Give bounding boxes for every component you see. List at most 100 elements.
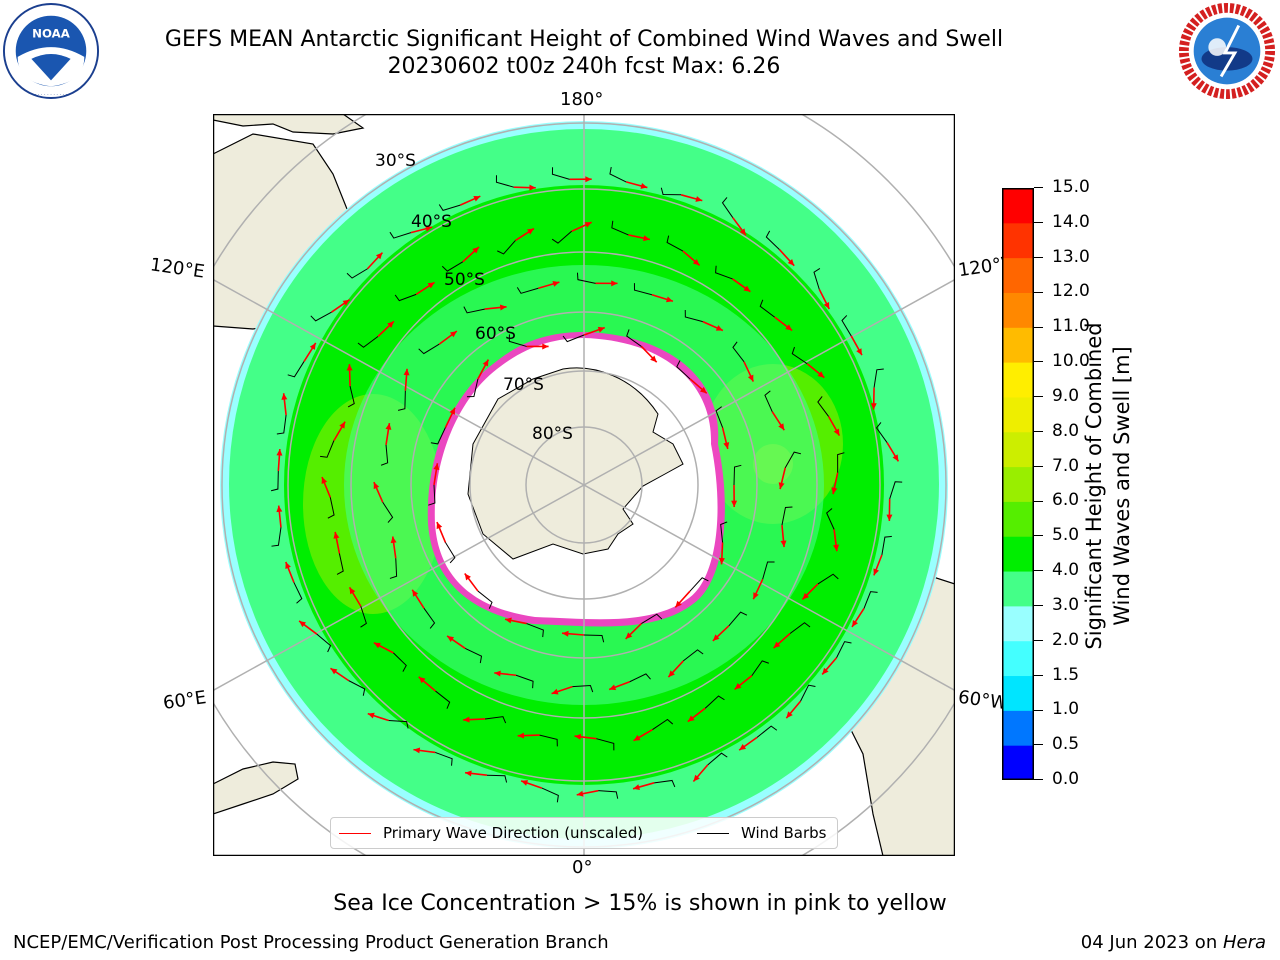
wind-barb xyxy=(508,334,527,347)
wind-barb xyxy=(463,306,485,314)
wind-barb xyxy=(652,718,674,730)
wave-direction-arrowhead xyxy=(822,667,829,675)
wind-barb xyxy=(596,738,615,751)
wave-direction-arrowhead xyxy=(574,733,582,740)
colorbar-tick-mark xyxy=(1034,187,1043,189)
wind-barb xyxy=(541,787,559,803)
wind-barb xyxy=(756,725,778,738)
wind-barb xyxy=(817,396,829,417)
wave-direction-arrowhead xyxy=(611,280,618,287)
wind-barb xyxy=(360,606,367,628)
wave-direction-arrowhead xyxy=(778,482,785,490)
colorbar-tick-label: 2.0 xyxy=(1052,629,1080,650)
legend-red-line xyxy=(339,832,371,834)
wind-barb xyxy=(889,481,903,500)
wind-barb xyxy=(641,613,663,625)
wave-direction-arrowhead xyxy=(285,561,291,569)
colorbar-tick-mark xyxy=(1034,744,1043,746)
wave-direction-arrowhead xyxy=(342,299,350,306)
nws-logo xyxy=(1178,2,1276,100)
wave-direction-arrowhead xyxy=(412,589,419,597)
colorbar-tick-label: 15.0 xyxy=(1052,177,1090,197)
wind-barb xyxy=(707,752,728,766)
wave-direction-arrowhead xyxy=(505,617,512,624)
wave-direction-arrowhead xyxy=(281,393,288,400)
wind-barb xyxy=(380,444,389,466)
wind-barb xyxy=(346,268,368,279)
wave-direction-arrowhead xyxy=(436,522,443,530)
wind-barb xyxy=(435,751,453,766)
noaa-ring-text: · · · · · · · · · · · xyxy=(35,92,68,98)
wind-barb xyxy=(357,336,379,348)
colorbar-frame xyxy=(1002,188,1034,780)
wind-barb xyxy=(626,329,642,347)
colorbar-segment xyxy=(1002,431,1034,468)
wind-barb xyxy=(732,341,745,362)
polar-map: 30°S 40°S 50°S 60°S 70°S 80°S xyxy=(213,114,955,856)
wind-barb xyxy=(393,652,407,672)
colorbar-tick-label: 7.0 xyxy=(1052,455,1080,476)
wind-barb xyxy=(611,220,629,236)
wave-direction-arrowhead xyxy=(833,544,840,552)
wind-barb xyxy=(789,622,811,634)
wind-barb xyxy=(841,315,852,337)
footer-credit: NCEP/EMC/Verification Post Processing Pr… xyxy=(13,932,609,953)
wind-barb xyxy=(539,734,558,747)
wind-barb xyxy=(382,501,394,523)
wave-direction-arrowhead xyxy=(449,331,457,338)
wave-direction-arrowhead xyxy=(390,536,397,544)
wave-direction-arrowhead xyxy=(743,285,751,292)
colorbar-tick-mark xyxy=(1034,535,1043,537)
wave-direction-arrowhead xyxy=(339,421,346,429)
chart-title: GEFS MEAN Antarctic Significant Height o… xyxy=(164,27,1004,52)
colorbar-tick-label: 3.0 xyxy=(1052,594,1080,615)
wind-barb xyxy=(728,611,748,627)
colorbar-segment xyxy=(1002,222,1034,259)
wind-barb xyxy=(388,720,409,729)
colorbar-tick-label: 12.0 xyxy=(1052,281,1090,302)
wind-barb xyxy=(813,267,821,290)
footer-system: Hera xyxy=(1222,932,1266,953)
wind-barb xyxy=(826,508,835,530)
legend-black-line xyxy=(697,832,729,834)
wave-direction-arrowhead xyxy=(584,222,592,228)
wave-direction-arrowhead xyxy=(687,715,695,722)
colorbar-tick-mark xyxy=(1034,431,1043,432)
wave-direction-arrowhead xyxy=(299,620,306,628)
wind-barb xyxy=(598,790,619,799)
wave-direction-arrowhead xyxy=(499,304,507,311)
legend-wind-barbs-label: Wind Barbs xyxy=(741,824,827,842)
colorbar-segment xyxy=(1002,188,1034,224)
wind-barb xyxy=(394,293,417,302)
wind-barb xyxy=(516,287,539,294)
wave-direction-arrowhead xyxy=(785,324,793,331)
wave-direction-arrowhead xyxy=(886,514,893,521)
wind-barb xyxy=(389,231,412,239)
wind-barb xyxy=(397,390,406,411)
wind-barb xyxy=(515,674,534,689)
wind-barb xyxy=(562,334,585,343)
wind-barb xyxy=(781,506,793,526)
wind-barb xyxy=(316,633,332,653)
wave-direction-arrowhead xyxy=(817,371,825,378)
wave-direction-arrowhead xyxy=(712,634,720,641)
legend-item-wind-barbs: Wind Barbs xyxy=(697,824,826,842)
colorbar-tick-label: 1.0 xyxy=(1052,699,1080,720)
wind-barb xyxy=(576,272,596,284)
colorbar-tick-mark xyxy=(1034,779,1043,781)
wave-direction-arrowhead xyxy=(856,348,862,356)
wave-direction-arrowhead xyxy=(449,407,455,415)
colorbar-tick-label: 8.0 xyxy=(1052,420,1080,441)
wind-barb xyxy=(875,422,888,443)
wind-barb xyxy=(762,561,775,580)
colorbar-tick-label: 0.5 xyxy=(1052,734,1080,755)
wave-direction-arrowhead xyxy=(693,774,700,782)
colorbar-segment xyxy=(1002,675,1034,711)
colorbar-tick-mark xyxy=(1034,396,1043,398)
wave-direction-arrowhead xyxy=(346,364,353,371)
colorbar-segment xyxy=(1002,501,1034,537)
wind-barb xyxy=(715,406,724,428)
wind-barb xyxy=(497,240,516,255)
colorbar-tick-label: 14.0 xyxy=(1052,211,1090,232)
wave-direction-arrowhead xyxy=(433,463,440,470)
